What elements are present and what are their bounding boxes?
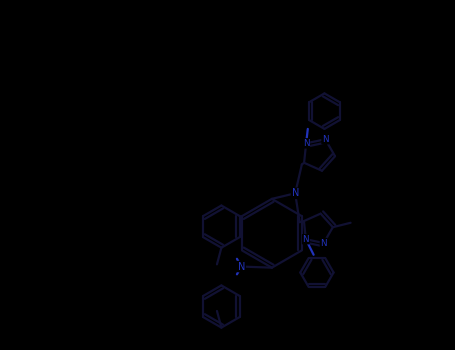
Text: N: N (303, 139, 309, 148)
Text: N: N (238, 261, 245, 272)
Text: N: N (303, 235, 309, 244)
Text: N: N (292, 188, 299, 198)
Text: N: N (322, 135, 329, 144)
Text: N: N (320, 238, 327, 247)
